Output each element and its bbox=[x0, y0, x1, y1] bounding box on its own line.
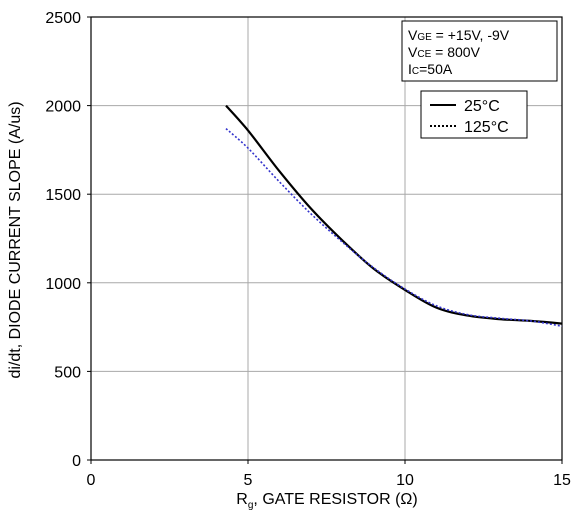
x-tick-label: 15 bbox=[553, 472, 571, 489]
y-axis-ticks: 0 500 1000 1500 2000 2500 bbox=[45, 10, 91, 470]
y-tick-label: 2000 bbox=[45, 99, 81, 116]
x-tick-label: 10 bbox=[396, 472, 414, 489]
legend: 25°C 125°C bbox=[420, 90, 528, 139]
series-line-25c bbox=[225, 104, 563, 325]
x-axis-ticks: 0 5 10 15 bbox=[87, 460, 571, 489]
conditions-box: VGE = +15V, -9V VCE = 800V IC=50A bbox=[401, 20, 558, 82]
plot-frame bbox=[90, 16, 563, 461]
x-tick-label: 5 bbox=[244, 472, 253, 489]
y-tick-label: 2500 bbox=[45, 10, 81, 27]
y-tick-label: 1000 bbox=[45, 276, 81, 293]
x-axis-label: Rg, GATE RESISTOR (Ω) bbox=[236, 491, 417, 511]
y-tick-label: 0 bbox=[72, 453, 81, 470]
condition-ic: IC=50A bbox=[408, 61, 453, 77]
grid-lines bbox=[91, 17, 562, 460]
y-axis-label: di/dt, DIODE CURRENT SLOPE (A/us) bbox=[7, 101, 24, 378]
condition-vce: VCE = 800V bbox=[408, 44, 481, 60]
series-lines bbox=[225, 104, 563, 327]
y-tick-label: 1500 bbox=[45, 187, 81, 204]
condition-vge: VGE = +15V, -9V bbox=[408, 27, 510, 43]
legend-label-125c: 125°C bbox=[464, 119, 509, 136]
series-line-125c bbox=[225, 128, 563, 327]
legend-label-25c: 25°C bbox=[464, 98, 500, 115]
y-tick-label: 500 bbox=[54, 364, 81, 381]
x-tick-label: 0 bbox=[87, 472, 96, 489]
